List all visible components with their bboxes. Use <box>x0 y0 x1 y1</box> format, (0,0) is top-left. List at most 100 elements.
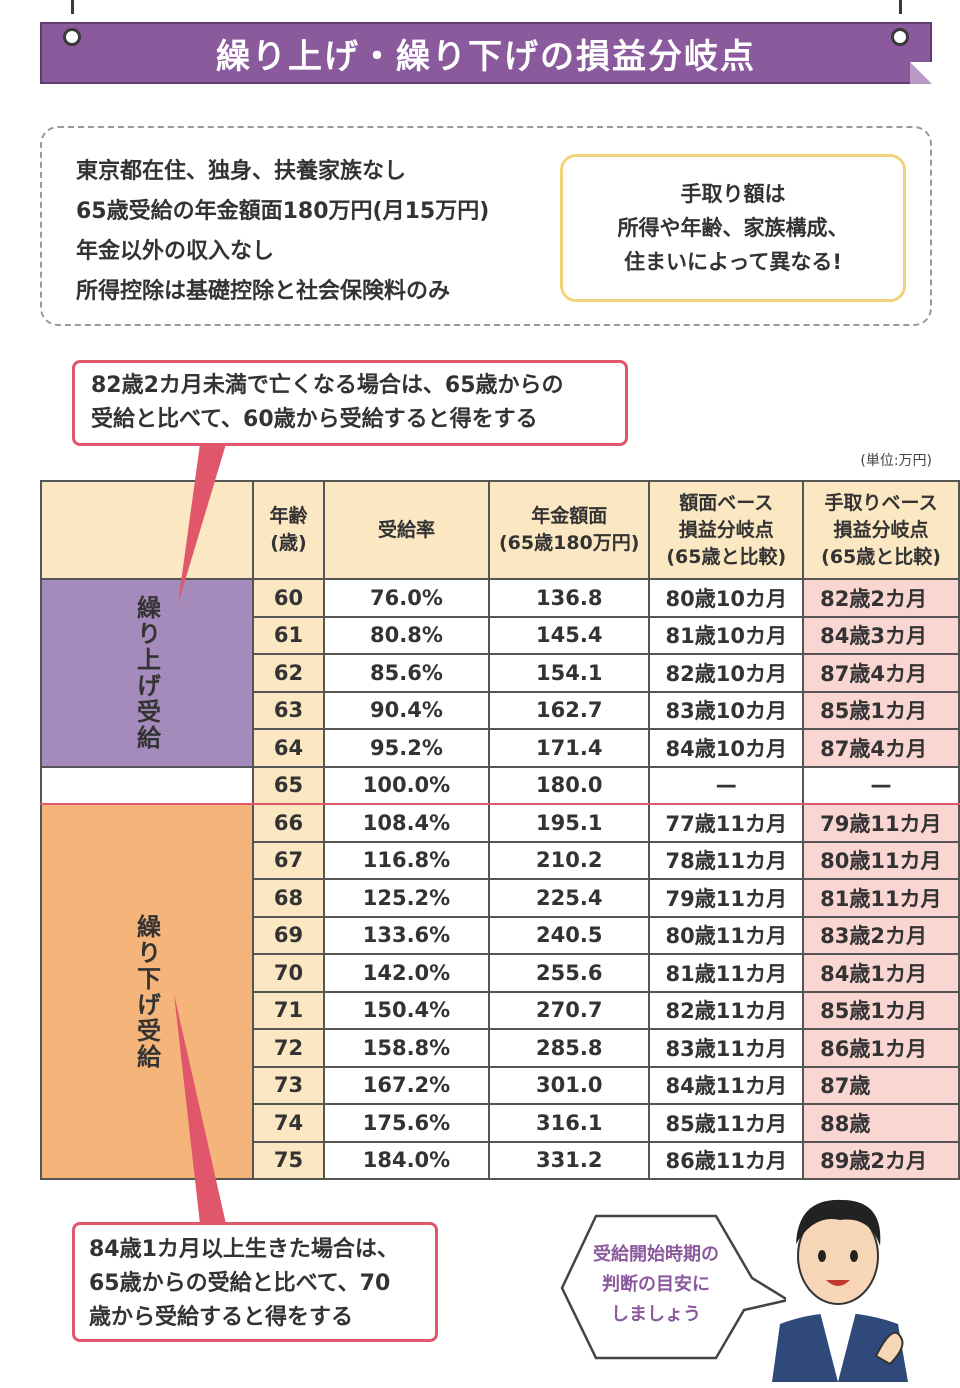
cell-gross-breakeven: 80歳10カ月 <box>648 578 805 618</box>
speech-bubble-shape <box>560 1214 786 1360</box>
cell-net-breakeven: 83歳2カ月 <box>802 915 960 955</box>
cell-net-breakeven: 87歳4カ月 <box>802 728 960 768</box>
cell-net-breakeven: 82歳2カ月 <box>802 578 960 618</box>
header-line: 損益分岐点 <box>833 518 929 541</box>
cell-gross-breakeven: 80歳11カ月 <box>648 915 805 955</box>
cell-gross: 240.5 <box>487 915 651 955</box>
table-row: 67 116.8% 210.2 78歳11カ月 80歳11カ月 <box>41 840 960 880</box>
header-line: 手取りベース <box>824 491 938 514</box>
cell-rate: 175.6% <box>322 1103 490 1143</box>
cell-gross: 154.1 <box>487 653 651 693</box>
conditions-box: 東京都在住、独身、扶養家族なし 65歳受給の年金額面180万円(月15万円) 年… <box>40 126 932 326</box>
cell-gross-breakeven: — <box>648 765 805 805</box>
title-banner: 繰り上げ・繰り下げの損益分岐点 <box>40 22 932 84</box>
cell-rate: 80.8% <box>322 615 490 655</box>
pin-string <box>899 0 902 14</box>
cell-rate: 150.4% <box>322 990 490 1030</box>
bubble-line: 受給開始時期の <box>593 1244 719 1265</box>
cell-gross-breakeven: 84歳11カ月 <box>648 1065 805 1105</box>
header-gross: 年金額面 (65歳180万円) <box>487 480 651 580</box>
pin-icon <box>63 28 81 46</box>
callout-top-pointer <box>178 444 226 604</box>
cell-age: 66 <box>252 803 325 843</box>
group-late-cell: 繰り下げ受給 <box>40 803 254 1180</box>
callout-line: 84歳1カ月以上生きた場合は、 <box>89 1237 399 1262</box>
table-row: 68 125.2% 225.4 79歳11カ月 81歳11カ月 <box>41 878 960 918</box>
header-net-breakeven: 手取りベース 損益分岐点 (65歳と比較) <box>802 480 960 580</box>
callout-bottom-pointer <box>174 994 226 1224</box>
cell-age: 72 <box>252 1028 325 1068</box>
callout-line: 82歳2カ月未満で亡くなる場合は、65歳からの <box>91 373 564 398</box>
cell-age: 71 <box>252 990 325 1030</box>
cell-rate: 100.0% <box>322 765 490 805</box>
cell-gross-breakeven: 77歳11カ月 <box>648 803 805 843</box>
callout-top: 82歳2カ月未満で亡くなる場合は、65歳からの 受給と比べて、60歳から受給する… <box>72 360 628 446</box>
cell-gross: 162.7 <box>487 690 651 730</box>
cell-age: 73 <box>252 1065 325 1105</box>
header-rate: 受給率 <box>322 480 490 580</box>
cell-gross-breakeven: 81歳11カ月 <box>648 953 805 993</box>
pin-string <box>71 0 74 14</box>
cell-net-breakeven: — <box>802 765 960 805</box>
cell-net-breakeven: 87歳 <box>802 1065 960 1105</box>
pin-icon <box>891 28 909 46</box>
cell-age: 68 <box>252 878 325 918</box>
conditions-list: 東京都在住、独身、扶養家族なし 65歳受給の年金額面180万円(月15万円) 年… <box>76 152 489 312</box>
note-line: 所得や年齢、家族構成、 <box>617 216 849 240</box>
header-line: 額面ベース <box>679 491 774 514</box>
cell-rate: 142.0% <box>322 953 490 993</box>
cell-gross: 145.4 <box>487 615 651 655</box>
cell-gross: 331.2 <box>487 1140 651 1180</box>
cell-gross-breakeven: 85歳11カ月 <box>648 1103 805 1143</box>
header-line: (65歳と比較) <box>666 545 787 568</box>
cell-gross-breakeven: 83歳10カ月 <box>648 690 805 730</box>
table-row: 75 184.0% 331.2 86歳11カ月 89歳2カ月 <box>41 1140 960 1180</box>
table-row: 62 85.6% 154.1 82歳10カ月 87歳4カ月 <box>41 653 960 693</box>
cell-age: 60 <box>252 578 325 618</box>
cell-gross: 180.0 <box>487 765 651 805</box>
cell-rate: 133.6% <box>322 915 490 955</box>
cell-rate: 95.2% <box>322 728 490 768</box>
cell-age: 74 <box>252 1103 325 1143</box>
cell-net-breakeven: 85歳1カ月 <box>802 690 960 730</box>
header-age-line: (歳) <box>270 532 307 554</box>
cell-rate: 158.8% <box>322 1028 490 1068</box>
cell-gross: 225.4 <box>487 878 651 918</box>
table-row: 61 80.8% 145.4 81歳10カ月 84歳3カ月 <box>41 615 960 655</box>
mouth-shape <box>826 1280 850 1286</box>
cell-net-breakeven: 84歳1カ月 <box>802 953 960 993</box>
cell-rate: 116.8% <box>322 840 490 880</box>
note-line: 住まいによって異なる! <box>624 250 842 274</box>
cell-gross-breakeven: 79歳11カ月 <box>648 878 805 918</box>
breakeven-table: 年齢 (歳) 受給率 年金額面 (65歳180万円) 額面ベース損益分岐点 (65歳と… <box>40 480 960 1180</box>
header-gross-line: (65歳180万円) <box>498 532 640 554</box>
table-row: 65 100.0% 180.0— — <box>40 765 960 805</box>
cell-age: 67 <box>252 840 325 880</box>
speech-bubble <box>560 1214 786 1360</box>
cell-net-breakeven: 87歳4カ月 <box>802 653 960 693</box>
cell-rate: 125.2% <box>322 878 490 918</box>
cell-gross: 316.1 <box>487 1103 651 1143</box>
cell-age: 64 <box>252 728 325 768</box>
eye-icon <box>818 1250 826 1262</box>
group-late-label: 繰り下げ受給 <box>132 913 161 1070</box>
callout-line: 歳から受給すると得をする <box>89 1305 354 1330</box>
cell-gross: 285.8 <box>487 1028 651 1068</box>
table-row: 繰り上げ受給 60 76.0% 136.8 80歳10カ月 82歳2カ月 <box>40 578 960 768</box>
header-age: 年齢 (歳) <box>252 480 325 580</box>
table-row: 70 142.0% 255.6 81歳11カ月 84歳1カ月 <box>41 953 960 993</box>
cell-gross: 171.4 <box>487 728 651 768</box>
cell-age: 63 <box>252 690 325 730</box>
cell-age: 75 <box>252 1140 325 1180</box>
cell-net-breakeven: 79歳11カ月 <box>802 803 960 843</box>
table-row: 繰り下げ受給 66 108.4% 195.1 77歳11カ月 79歳11カ月 <box>40 803 960 1180</box>
cell-gross: 301.0 <box>487 1065 651 1105</box>
cell-gross: 270.7 <box>487 990 651 1030</box>
cell-net-breakeven: 89歳2カ月 <box>802 1140 960 1180</box>
cell-gross-breakeven: 84歳10カ月 <box>648 728 805 768</box>
table-row: 72 158.8% 285.8 83歳11カ月 86歳1カ月 <box>41 1028 960 1068</box>
banner-fold <box>910 62 932 84</box>
table-row: 69 133.6% 240.5 80歳11カ月 83歳2カ月 <box>41 915 960 955</box>
cell-age: 62 <box>252 653 325 693</box>
